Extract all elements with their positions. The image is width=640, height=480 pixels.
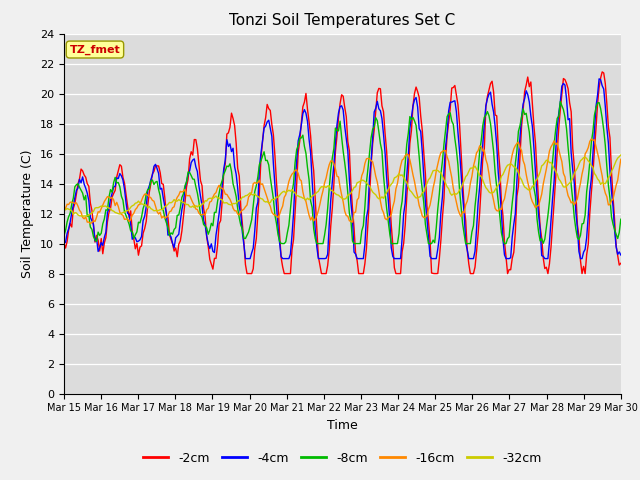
-32cm xyxy=(228,202,236,208)
-2cm xyxy=(588,190,595,195)
Line: -2cm: -2cm xyxy=(64,72,621,274)
-8cm xyxy=(305,177,313,182)
-16cm xyxy=(255,177,263,183)
-32cm xyxy=(246,190,254,196)
-8cm xyxy=(556,98,564,104)
-32cm xyxy=(60,206,68,212)
-4cm xyxy=(255,165,263,170)
Y-axis label: Soil Temperature (C): Soil Temperature (C) xyxy=(22,149,35,278)
-4cm xyxy=(60,240,68,246)
-32cm xyxy=(79,214,86,219)
-16cm xyxy=(305,212,313,218)
-2cm xyxy=(255,189,263,194)
X-axis label: Time: Time xyxy=(327,419,358,432)
-32cm xyxy=(255,195,263,201)
-16cm xyxy=(86,221,94,227)
-8cm xyxy=(226,161,234,167)
-4cm xyxy=(595,76,603,82)
-4cm xyxy=(588,176,595,181)
Legend: -2cm, -4cm, -8cm, -16cm, -32cm: -2cm, -4cm, -8cm, -16cm, -32cm xyxy=(138,447,547,469)
-16cm xyxy=(130,210,138,216)
-2cm xyxy=(617,261,625,266)
-8cm xyxy=(244,229,252,235)
-4cm xyxy=(242,256,250,262)
-8cm xyxy=(589,129,596,135)
-2cm xyxy=(305,119,313,124)
-2cm xyxy=(60,240,68,246)
Line: -16cm: -16cm xyxy=(64,139,621,224)
-16cm xyxy=(246,192,254,198)
-4cm xyxy=(246,256,254,262)
-8cm xyxy=(60,232,68,238)
-4cm xyxy=(305,136,313,142)
-32cm xyxy=(305,197,313,203)
-8cm xyxy=(254,174,262,180)
-8cm xyxy=(279,240,287,247)
-32cm xyxy=(617,152,625,158)
-4cm xyxy=(129,236,136,242)
-2cm xyxy=(246,271,254,276)
-32cm xyxy=(130,202,138,208)
Line: -32cm: -32cm xyxy=(64,155,621,216)
-16cm xyxy=(589,137,596,143)
-4cm xyxy=(617,252,625,258)
Line: -8cm: -8cm xyxy=(64,101,621,243)
-2cm xyxy=(598,69,606,75)
-4cm xyxy=(226,141,234,147)
-8cm xyxy=(617,216,625,222)
-2cm xyxy=(129,228,136,234)
-32cm xyxy=(588,163,595,168)
-2cm xyxy=(244,271,252,276)
-16cm xyxy=(60,209,68,215)
-16cm xyxy=(228,200,236,206)
Title: Tonzi Soil Temperatures Set C: Tonzi Soil Temperatures Set C xyxy=(229,13,456,28)
-16cm xyxy=(617,156,625,162)
-16cm xyxy=(588,136,595,142)
Line: -4cm: -4cm xyxy=(64,79,621,259)
Text: TZ_fmet: TZ_fmet xyxy=(70,44,120,55)
-2cm xyxy=(226,124,234,130)
-8cm xyxy=(129,229,136,235)
